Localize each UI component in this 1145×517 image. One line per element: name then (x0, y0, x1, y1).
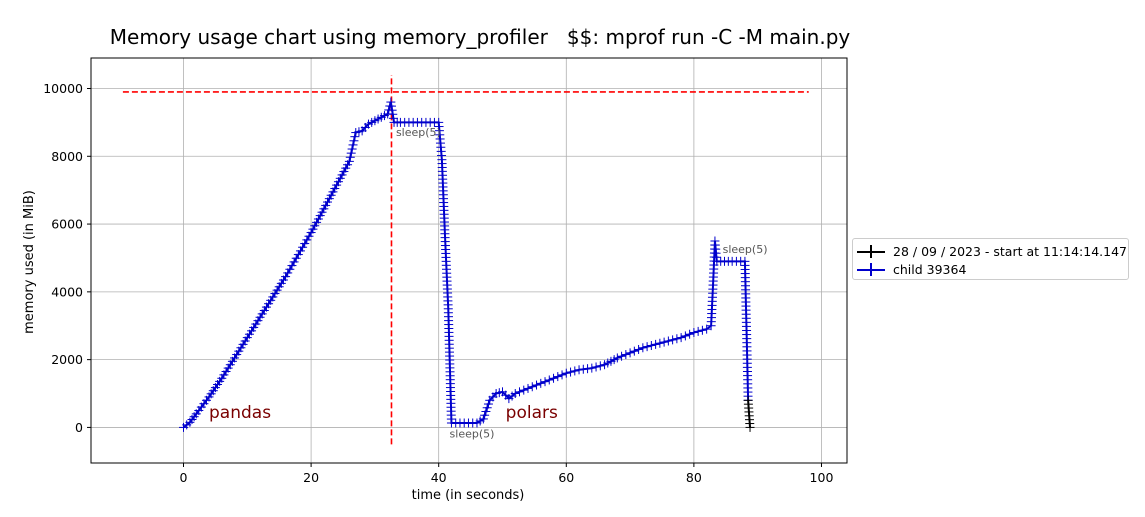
legend: 28 / 09 / 2023 - start at 11:14:14.147 c… (852, 238, 1129, 280)
x-tick-label: 20 (303, 470, 319, 485)
x-tick-label: 100 (810, 470, 834, 485)
legend-swatch-black (853, 242, 889, 260)
annotations: pandas polars sleep(5) sleep(5) sleep(5) (209, 126, 767, 441)
y-tick-label: 8000 (51, 149, 83, 164)
annotation-polars: polars (506, 403, 558, 423)
reference-lines (122, 74, 809, 445)
annotation-sleep-4: sleep(5) (723, 243, 768, 256)
annotation-pandas: pandas (209, 403, 271, 423)
annotation-sleep-2: sleep(5) (396, 126, 441, 139)
legend-label-session: 28 / 09 / 2023 - start at 11:14:14.147 (893, 243, 1127, 259)
x-tick-label: 60 (558, 470, 574, 485)
session-series-markers (743, 395, 755, 432)
child-series-line (182, 101, 750, 429)
x-tick-label: 40 (431, 470, 447, 485)
data-series (179, 97, 755, 432)
chart-title: Memory usage chart using memory_profiler… (110, 25, 851, 49)
x-tick-label: 80 (686, 470, 702, 485)
legend-label-child: child 39364 (893, 261, 967, 277)
child-series-markers (179, 97, 753, 432)
legend-item-child: child 39364 (853, 260, 1128, 278)
legend-item-session: 28 / 09 / 2023 - start at 11:14:14.147 (853, 242, 1128, 260)
plot-frame (90, 57, 848, 464)
x-tick-label: 0 (180, 470, 188, 485)
y-tick-label: 2000 (51, 352, 83, 367)
axis-ticks: 0 20 40 60 80 100 0 2000 4000 6000 8000 10000 (43, 81, 833, 485)
annotation-sleep-3: sleep(5) (450, 428, 495, 441)
y-tick-label: 0 (75, 420, 83, 435)
y-tick-label: 6000 (51, 217, 83, 232)
y-tick-label: 10000 (43, 81, 83, 96)
x-axis-label: time (in seconds) (412, 488, 525, 503)
y-tick-label: 4000 (51, 284, 83, 299)
legend-swatch-blue (853, 260, 889, 278)
y-axis-label: memory used (in MiB) (22, 190, 37, 334)
